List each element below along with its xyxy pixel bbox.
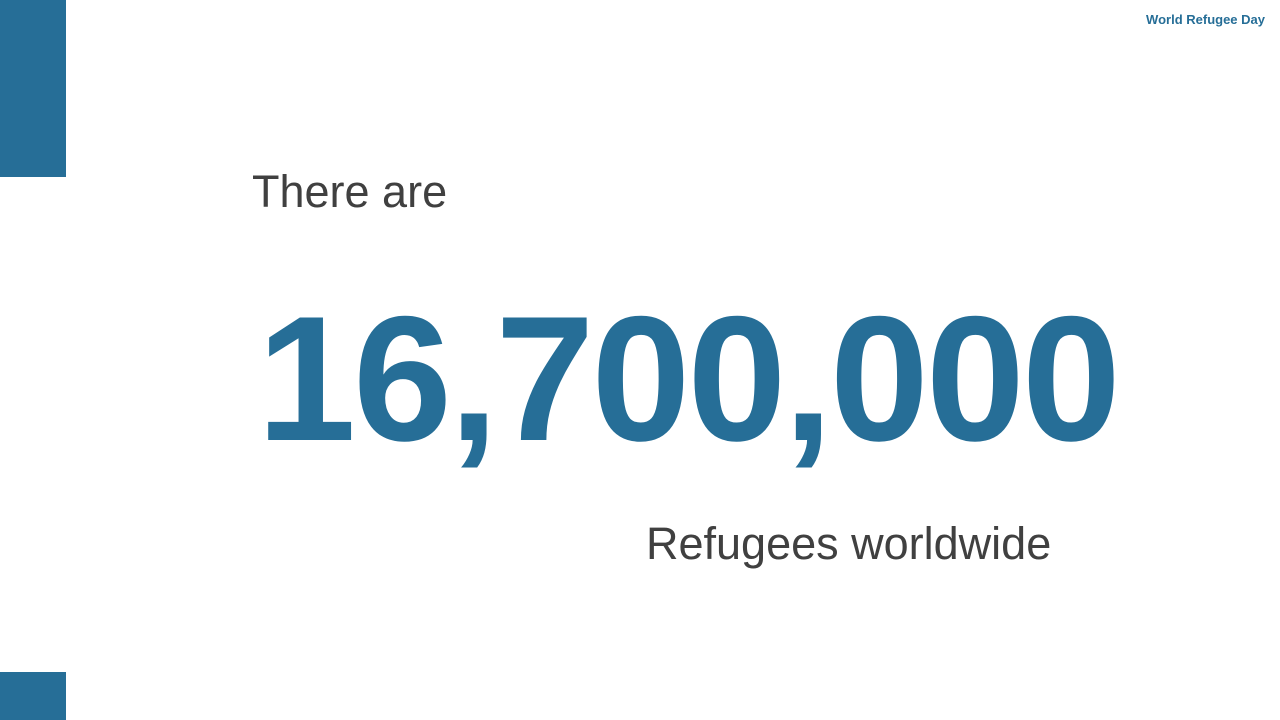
outro-text: Refugees worldwide [646,518,1052,569]
accent-bar-top [0,0,66,177]
accent-bar-bottom [0,672,66,720]
refugee-count: 16,700,000 [257,279,1121,478]
header-label: World Refugee Day [1146,12,1265,27]
intro-text: There are [252,166,448,217]
